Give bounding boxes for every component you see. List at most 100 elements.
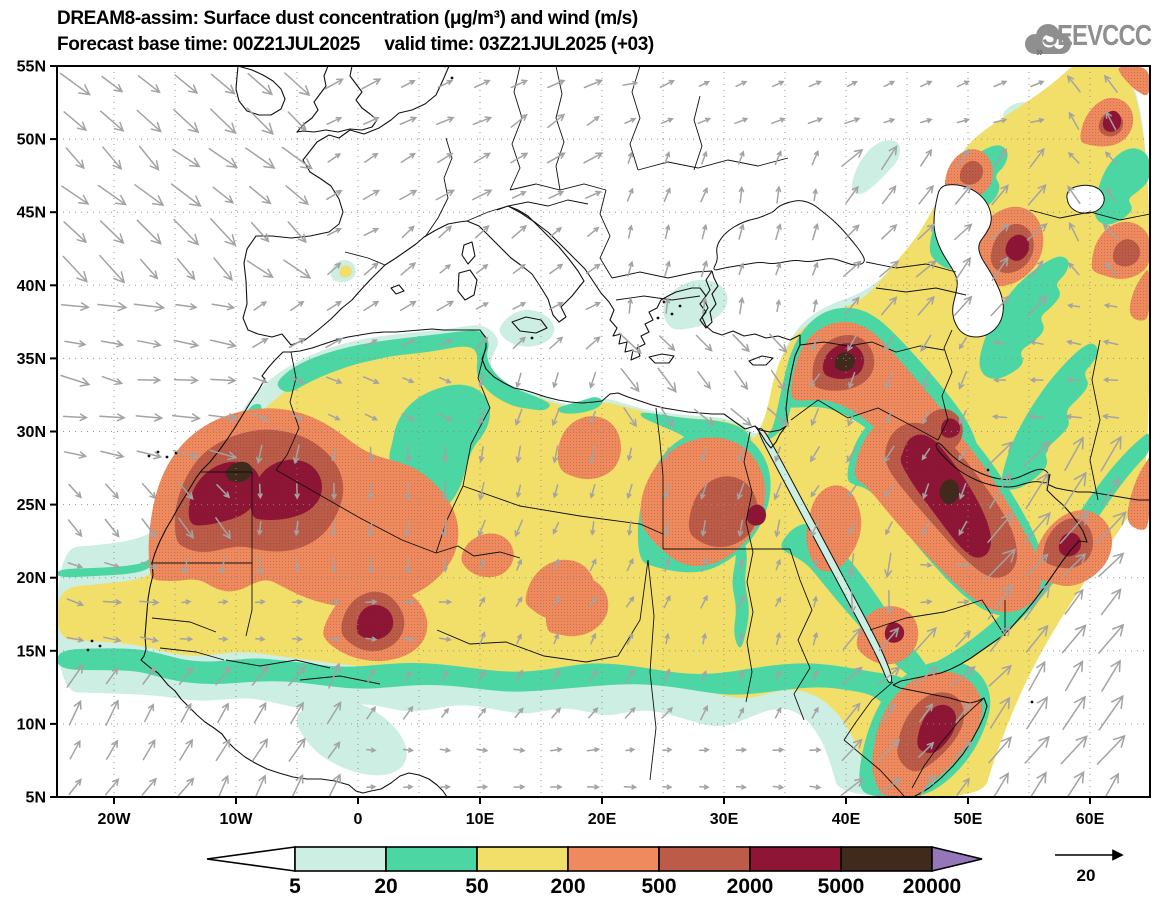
wind-arrow <box>1030 259 1044 278</box>
colorbar-level-label: 500 <box>641 875 676 898</box>
wind-arrow <box>478 631 486 647</box>
wind-arrow <box>956 562 971 568</box>
wind-arrow <box>328 773 341 797</box>
wind-arrow <box>1065 339 1082 346</box>
wind-arrow <box>984 548 1017 582</box>
wind-arrow <box>438 599 453 605</box>
wind-arrow <box>1098 552 1125 578</box>
wind-arrow <box>515 669 523 682</box>
wind-arrow <box>510 79 529 89</box>
wind-arrow <box>701 557 708 573</box>
wind-arrow <box>878 738 901 762</box>
wind-arrow <box>844 296 860 315</box>
wind-arrow <box>1095 511 1127 545</box>
wind-arrow <box>64 340 87 348</box>
wind-arrow <box>738 223 745 240</box>
wind-arrow <box>141 777 157 796</box>
wind-arrow <box>991 256 1009 281</box>
wind-arrow <box>661 706 674 719</box>
wind-arrow <box>988 736 1013 764</box>
wind-arrow <box>173 339 200 349</box>
wind-arrow <box>737 707 745 719</box>
wind-arrow <box>989 625 1011 653</box>
wind-arrow <box>1067 151 1080 164</box>
wind-arrow <box>660 406 675 428</box>
wind-arrow <box>252 737 269 762</box>
coastline <box>1046 483 1150 501</box>
wind-arrow <box>400 262 417 276</box>
wind-arrow <box>989 696 1011 729</box>
border-line <box>466 205 509 222</box>
wind-arrow <box>953 295 973 316</box>
wind-arrow <box>1023 511 1051 544</box>
wind-arrow <box>60 374 91 387</box>
island <box>296 66 378 133</box>
border-line <box>799 341 945 353</box>
dust-region-stipple <box>917 704 956 753</box>
lat-tick-label: 35N <box>17 351 46 368</box>
wind-arrow <box>701 150 708 165</box>
wind-arrow <box>68 778 82 796</box>
coastline <box>507 205 719 361</box>
wind-arrow <box>515 596 523 607</box>
wind-arrow <box>915 260 937 278</box>
wind-arrow <box>697 371 711 390</box>
wind-arrow <box>622 80 639 87</box>
wind-arrow <box>404 670 412 682</box>
wind-arrow <box>1064 588 1084 615</box>
wind-arrow <box>474 225 490 239</box>
wind-arrow <box>810 519 820 538</box>
wind-arrow <box>1061 552 1087 577</box>
wind-arrow <box>663 594 671 609</box>
wind-arrow <box>436 116 455 126</box>
wind-arrow <box>287 111 307 132</box>
wind-arrow <box>1023 583 1051 621</box>
wind-arrow <box>100 450 125 460</box>
wind-arrow <box>405 556 411 574</box>
wind-arrow <box>552 445 559 464</box>
wind-arrow <box>624 706 636 719</box>
graticule <box>57 66 1150 797</box>
border-line <box>655 407 664 549</box>
wind-arrow <box>697 117 712 125</box>
dust-region-ge-20 <box>277 330 550 411</box>
wind-arrow <box>589 371 597 389</box>
islet <box>165 455 169 459</box>
border-line <box>1089 339 1101 501</box>
wind-arrow <box>987 512 1014 544</box>
dust-region-stipple <box>1127 457 1150 530</box>
wind-arrow <box>516 633 522 645</box>
wind-arrow <box>880 145 898 171</box>
wind-arrow <box>918 741 935 758</box>
wind-reference-value: 20 <box>1077 866 1096 885</box>
wind-arrow <box>657 367 677 393</box>
wind-arrow <box>1025 553 1049 577</box>
wind-arrow <box>513 747 526 753</box>
lat-tick-label: 5N <box>26 790 46 807</box>
wind-arrow <box>730 408 753 427</box>
dust-region-stipple <box>746 504 766 526</box>
wind-arrow <box>476 263 489 274</box>
wind-arrow <box>292 444 300 465</box>
wind-arrow <box>327 741 341 759</box>
wind-arrow <box>1101 659 1121 692</box>
wind-arrow <box>1065 413 1082 420</box>
wind-arrow <box>1061 624 1087 654</box>
wind-arrow <box>877 666 901 686</box>
wind-arrow <box>1068 262 1080 276</box>
wind-arrow <box>848 590 856 615</box>
wind-arrow <box>551 669 561 683</box>
wind-arrow <box>437 79 454 89</box>
wind-arrow <box>701 670 707 682</box>
wind-arrow <box>623 784 638 790</box>
wind-arrow <box>738 559 744 571</box>
border-line <box>790 399 939 441</box>
wind-arrow <box>208 148 239 169</box>
wind-arrow <box>883 484 894 498</box>
wind-arrow <box>246 260 274 278</box>
colorbar-cell <box>294 846 387 872</box>
wind-arrow <box>1028 660 1046 691</box>
wind-arrow <box>210 73 236 95</box>
wind-arrow <box>664 260 671 277</box>
border-line <box>875 287 967 296</box>
